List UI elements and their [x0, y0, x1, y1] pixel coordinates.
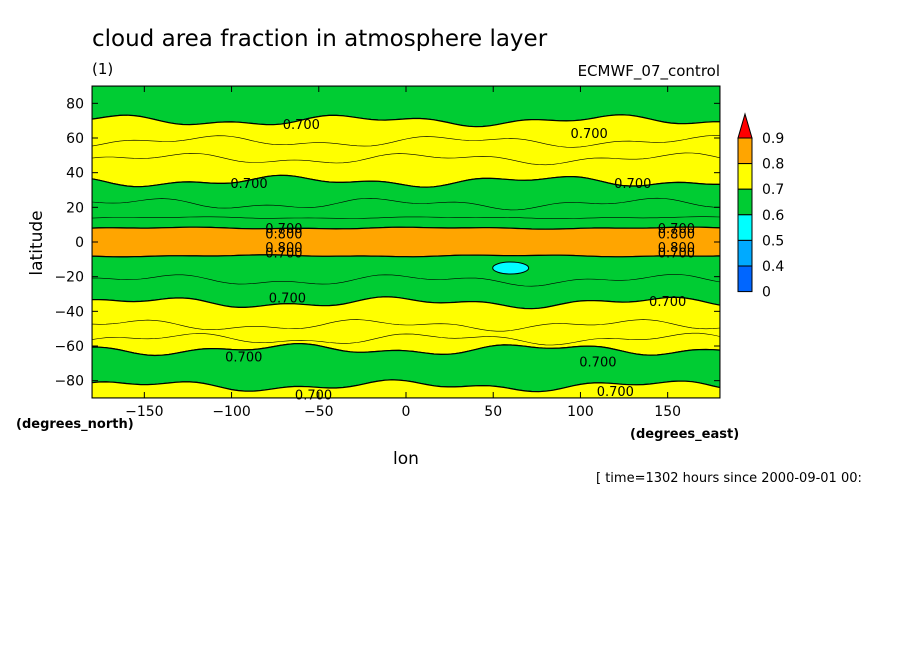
y-axis-label: latitude — [27, 210, 47, 275]
contour-label-7: 0.700 — [265, 246, 302, 261]
contour-label-4: 0.700 — [265, 222, 302, 237]
colorbar-label-6: 0.9 — [762, 131, 784, 147]
colorbar-swatch-1 — [737, 239, 753, 267]
contour-line-5 — [92, 319, 720, 332]
contour-line-4 — [92, 274, 720, 287]
contour-line-2 — [92, 197, 720, 211]
y-tick-label-2: 40 — [66, 166, 84, 182]
contour-label-12: 0.700 — [269, 291, 306, 306]
x-tick-label-0: −150 — [125, 404, 163, 420]
x-tick-label-4: 50 — [484, 404, 502, 420]
contour-label-8: 0.700 — [658, 222, 695, 237]
colorbar-label-3: 0.6 — [762, 208, 784, 224]
contour-line-0 — [92, 135, 720, 148]
y-tick-label-1: 60 — [66, 131, 84, 147]
y-tick-label-0: 80 — [66, 96, 84, 112]
y-tick-label-8: −80 — [54, 374, 84, 390]
contour-band-5 — [92, 296, 720, 357]
contour-label-3: 0.700 — [614, 177, 651, 192]
contour-label-16: 0.700 — [295, 389, 332, 404]
chart-subtitle-right: ECMWF_07_control — [578, 62, 720, 81]
y-tick-label-6: −40 — [54, 304, 84, 320]
contour-label-2: 0.700 — [230, 177, 267, 192]
colorbar-swatch-5 — [737, 137, 753, 165]
contour-line-3 — [92, 216, 720, 219]
y-unit-label: (degrees_north) — [16, 417, 134, 432]
x-tick-label-1: −100 — [212, 404, 250, 420]
y-tick-label-5: −20 — [54, 270, 84, 286]
chart-title: cloud area fraction in atmosphere layer — [92, 26, 548, 52]
plot-frame — [91, 85, 721, 399]
colorbar-label-1: 0.4 — [762, 259, 784, 275]
y-tick-label-3: 20 — [66, 200, 84, 216]
contour-band-7 — [92, 379, 720, 398]
colorbar-swatch-0 — [737, 265, 753, 293]
x-tick-label-3: 0 — [402, 404, 411, 420]
plot-area — [92, 86, 720, 398]
colorbar-swatch-2 — [737, 214, 753, 241]
contour-band-3 — [92, 226, 720, 258]
contour-label-9: 0.800 — [658, 227, 695, 242]
colorbar-label-5: 0.8 — [762, 157, 784, 173]
colorbar-swatch-3 — [737, 188, 753, 216]
colorbar: 0.9 0.8 0.7 0.6 0.5 0.4 0 — [737, 112, 784, 301]
contour-patch-0 — [492, 261, 530, 275]
y-tick-label-7: −60 — [54, 339, 84, 355]
colorbar-label-4: 0.7 — [762, 182, 784, 198]
contour-label-14: 0.700 — [225, 350, 262, 365]
y-axis-ticks: 80 60 40 20 0 −20 −40 −60 −80 — [54, 96, 720, 390]
x-tick-label-5: 100 — [567, 404, 594, 420]
x-tick-label-2: −50 — [304, 404, 334, 420]
contour-label-1: 0.700 — [571, 127, 608, 142]
x-tick-label-6: 150 — [654, 404, 681, 420]
time-label: [ time=1302 hours since 2000-09-01 00: — [596, 471, 862, 486]
contour-label-15: 0.700 — [579, 356, 616, 371]
contour-line-1 — [92, 152, 720, 166]
contour-label-5: 0.800 — [265, 227, 302, 242]
contour-label-6: 0.800 — [265, 241, 302, 256]
contour-label-11: 0.700 — [658, 246, 695, 261]
contour-label-0: 0.700 — [283, 118, 320, 133]
colorbar-swatch-4 — [737, 163, 753, 190]
colorbar-label-0: 0 — [762, 285, 771, 301]
colorbar-label-2: 0.5 — [762, 233, 784, 249]
contour-label-13: 0.700 — [649, 295, 686, 310]
contour-label-10: 0.800 — [658, 241, 695, 256]
y-tick-label-4: 0 — [75, 235, 84, 251]
chart-subtitle-left: (1) — [92, 60, 113, 78]
x-axis-label: lon — [393, 449, 419, 469]
contour-label-17: 0.700 — [597, 385, 634, 400]
x-unit-label: (degrees_east) — [630, 427, 739, 442]
x-axis-ticks: −150 −100 −50 0 50 100 150 — [125, 86, 681, 420]
contour-line-6 — [92, 332, 720, 346]
